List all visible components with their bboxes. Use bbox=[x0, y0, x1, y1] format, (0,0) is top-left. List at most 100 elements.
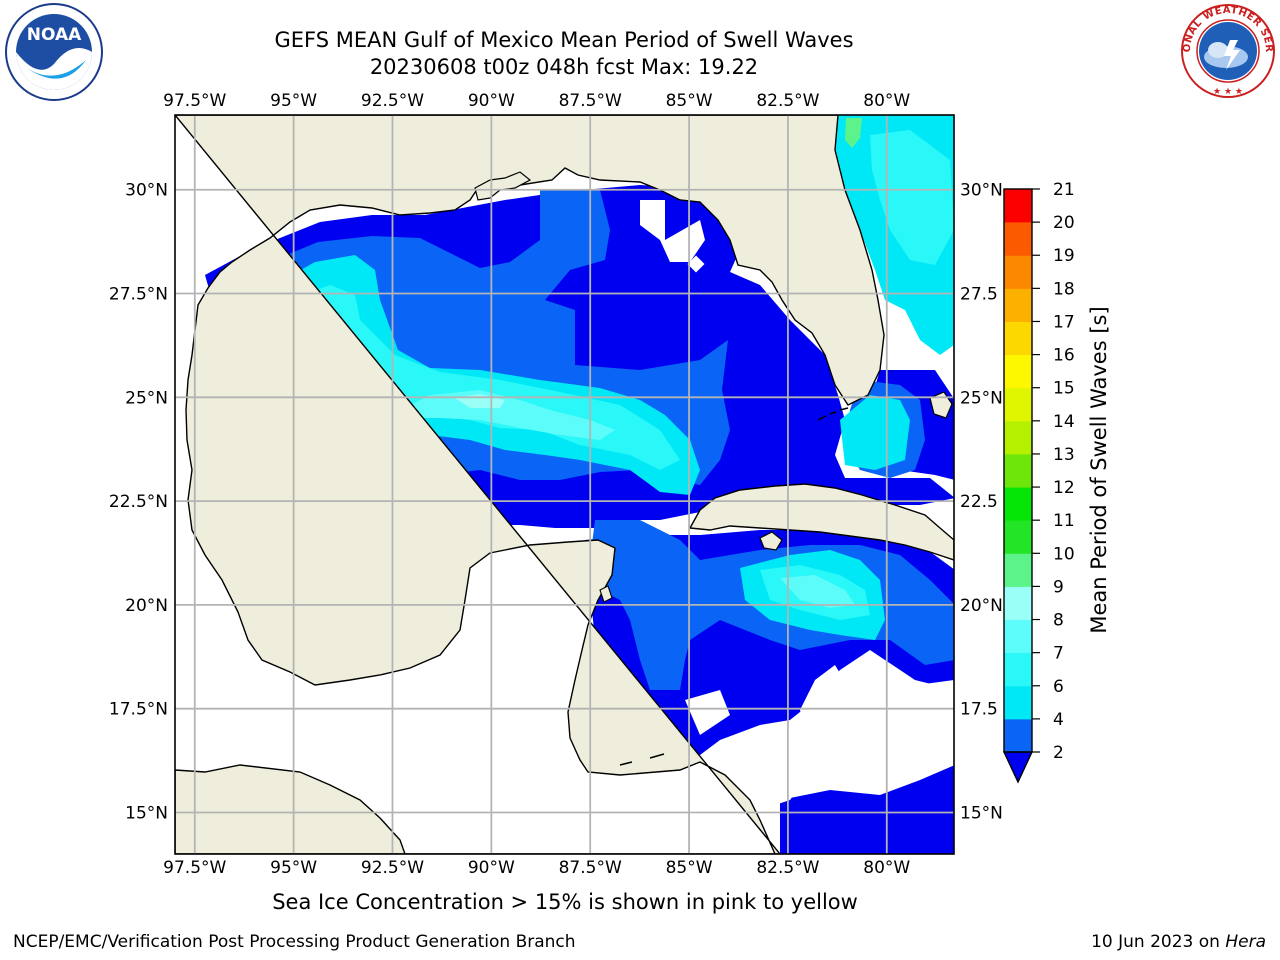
land-bay-islands bbox=[619, 753, 665, 766]
field-gap-caribbean-2 bbox=[860, 680, 954, 785]
map-subtitle: 20230608 t00z 048h fcst Max: 19.22 bbox=[369, 55, 759, 79]
colorbar-swatch bbox=[1004, 520, 1032, 554]
lat-tick-label-right: 22.5 bbox=[960, 492, 998, 512]
land-north-america bbox=[175, 115, 885, 854]
lat-tick-label-right: 17.5 bbox=[960, 700, 998, 720]
lat-tick-labels-right: 30°N 27.5 25°N 22.5 20°N 17.5 15°N bbox=[960, 181, 1003, 824]
colorbar-tick-label: 17 bbox=[1053, 312, 1075, 332]
lon-tick-label: 87.5°W bbox=[559, 91, 622, 111]
credit-branch: NCEP/EMC/Verification Post Processing Pr… bbox=[13, 932, 576, 952]
colorbar-tick-label: 14 bbox=[1053, 412, 1075, 432]
colorbar-swatch bbox=[1004, 288, 1032, 322]
colorbar-frame bbox=[1003, 188, 1033, 753]
colorbar-tick-label: 19 bbox=[1053, 246, 1075, 266]
field-gap-caribbean-1 bbox=[800, 665, 880, 760]
lon-tick-label: 85°W bbox=[666, 858, 713, 878]
map-title: GEFS MEAN Gulf of Mexico Mean Period of … bbox=[274, 28, 854, 52]
colorbar-swatch bbox=[1004, 420, 1032, 455]
nws-logo-icon: NATIONAL WEATHER SERVICE ★ ★ ★ bbox=[1178, 2, 1275, 98]
land-andros bbox=[929, 391, 953, 419]
lat-tick-label: 27.5°N bbox=[109, 285, 168, 305]
colorbar: 2 4 6 7 8 9 10 11 12 13 14 15 16 17 18 19 20 21 Mean Peri… bbox=[1002, 180, 1111, 784]
colorbar-tick-label: 12 bbox=[1053, 478, 1075, 498]
lon-tick-label: 92.5°W bbox=[361, 858, 424, 878]
colorbar-swatch bbox=[1004, 652, 1032, 687]
credit-date: 10 Jun 2023 on Hera bbox=[1091, 932, 1266, 952]
colorbar-tick-label: 21 bbox=[1053, 180, 1075, 200]
colorbar-tick-label: 9 bbox=[1053, 577, 1064, 597]
field-gap-caribbean-3 bbox=[740, 735, 815, 810]
colorbar-tick-label: 11 bbox=[1053, 511, 1075, 531]
lon-tick-label: 80°W bbox=[863, 858, 910, 878]
lon-tick-label: 97.5°W bbox=[163, 91, 226, 111]
lon-tick-label: 85°W bbox=[666, 91, 713, 111]
land-cuba bbox=[688, 483, 954, 561]
lat-tick-label-right: 25°N bbox=[960, 388, 1003, 408]
lat-tick-label: 25°N bbox=[125, 388, 168, 408]
colorbar-tick-label: 20 bbox=[1053, 213, 1075, 233]
colorbar-swatch bbox=[1004, 685, 1032, 720]
svg-text:★ ★ ★: ★ ★ ★ bbox=[1213, 87, 1243, 97]
lat-tick-label-right: 27.5 bbox=[960, 285, 998, 305]
colorbar-tick-label: 15 bbox=[1053, 379, 1075, 399]
colorbar-tick-label: 6 bbox=[1053, 677, 1064, 697]
lon-tick-label: 82.5°W bbox=[756, 858, 819, 878]
colorbar-tick-label: 7 bbox=[1053, 644, 1064, 664]
field-8-9-gulf bbox=[405, 390, 615, 440]
field-6-7-straits bbox=[840, 395, 910, 470]
map-frame bbox=[174, 114, 955, 855]
colorbar-tick-label: 16 bbox=[1053, 346, 1075, 366]
colorbar-tick-label: 13 bbox=[1053, 445, 1075, 465]
credit-host: Hera bbox=[1225, 932, 1266, 952]
field-10-11-atlantic bbox=[845, 118, 862, 148]
land-isla-juventud bbox=[759, 531, 783, 551]
colorbar-ticks: 2 4 6 7 8 9 10 11 12 13 14 15 16 17 18 19 20 21 bbox=[1032, 180, 1075, 763]
colorbar-swatch bbox=[1004, 321, 1032, 356]
lat-tick-label: 17.5°N bbox=[109, 700, 168, 720]
lon-tick-labels-top: 97.5°W 95°W 92.5°W 90°W 87.5°W 85°W 82.5°W 80°W bbox=[163, 91, 910, 111]
lat-tick-label: 30°N bbox=[125, 181, 168, 201]
colorbar-tick-label: 2 bbox=[1053, 743, 1064, 763]
land-delta bbox=[474, 171, 532, 201]
colorbar-swatch bbox=[1004, 586, 1032, 621]
colorbar-swatch bbox=[1004, 255, 1032, 289]
field-7-8-atlantic bbox=[870, 130, 954, 265]
noaa-logo-text: NOAA bbox=[27, 25, 82, 45]
sea-ice-note: Sea Ice Concentration > 15% is shown in … bbox=[272, 890, 858, 914]
colorbar-extend-min bbox=[1002, 751, 1034, 784]
colorbar-swatch bbox=[1004, 453, 1032, 488]
noaa-logo-icon: NOAA bbox=[5, 3, 103, 101]
map-plot-area bbox=[175, 115, 954, 854]
colorbar-swatch bbox=[1004, 619, 1032, 654]
land-cozumel bbox=[599, 585, 613, 603]
colorbar-swatches bbox=[1002, 188, 1034, 784]
colorbar-tick-label: 4 bbox=[1053, 710, 1064, 730]
lon-tick-label: 95°W bbox=[270, 91, 317, 111]
lon-tick-label: 95°W bbox=[270, 858, 317, 878]
colorbar-swatch bbox=[1004, 222, 1032, 256]
lon-tick-label: 82.5°W bbox=[756, 91, 819, 111]
lat-tick-label-right: 20°N bbox=[960, 596, 1003, 616]
colorbar-swatch bbox=[1004, 487, 1032, 521]
colorbar-swatch-top bbox=[1004, 189, 1032, 223]
land-masses bbox=[175, 115, 954, 854]
colorbar-swatch bbox=[1004, 354, 1032, 389]
lon-tick-label: 80°W bbox=[863, 91, 910, 111]
land-florida-keys bbox=[817, 407, 849, 421]
colorbar-swatch bbox=[1004, 718, 1032, 753]
field-2-4-caribbean-se bbox=[780, 765, 954, 854]
lat-tick-labels-left: 30°N 27.5°N 25°N 22.5°N 20°N 17.5°N 15°N bbox=[109, 181, 168, 824]
colorbar-swatch bbox=[1004, 553, 1032, 587]
lat-tick-label-right: 30°N bbox=[960, 181, 1003, 201]
colorbar-tick-label: 18 bbox=[1053, 279, 1075, 299]
lat-tick-label-right: 15°N bbox=[960, 803, 1003, 823]
field-gap-yucatan-east bbox=[685, 690, 730, 735]
lat-tick-label: 15°N bbox=[125, 803, 168, 823]
lon-tick-label: 90°W bbox=[468, 858, 515, 878]
lat-tick-label: 20°N bbox=[125, 596, 168, 616]
lon-tick-label: 97.5°W bbox=[163, 858, 226, 878]
lon-tick-label: 87.5°W bbox=[559, 858, 622, 878]
lon-tick-labels-bottom: 97.5°W 95°W 92.5°W 90°W 87.5°W 85°W 82.5°W 80°W bbox=[163, 858, 910, 878]
colorbar-tick-label: 8 bbox=[1053, 611, 1064, 631]
